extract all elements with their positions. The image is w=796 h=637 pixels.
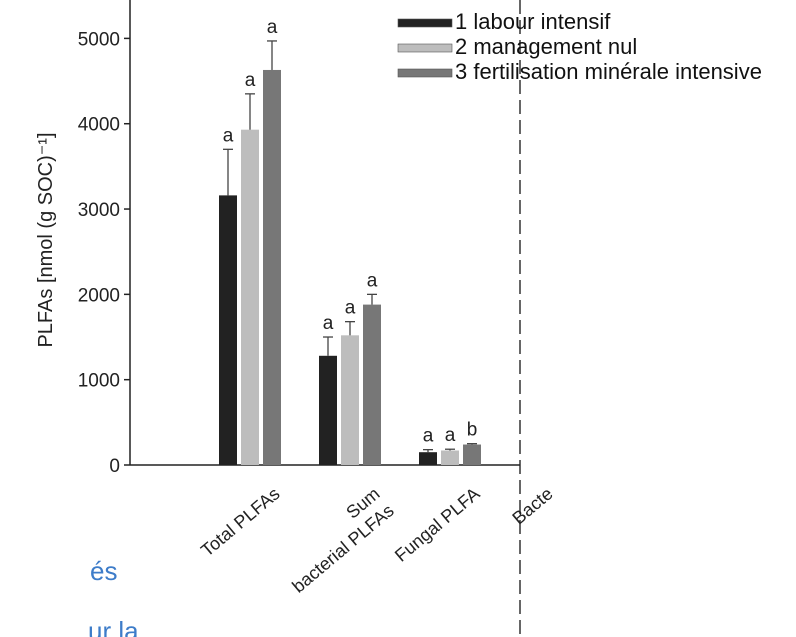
bar — [341, 335, 359, 465]
significance-letter: a — [445, 425, 456, 446]
bar — [441, 450, 459, 465]
legend-label: 2 management nul — [455, 34, 638, 59]
y-tick-label: 3000 — [78, 200, 120, 221]
significance-letter: a — [223, 125, 234, 146]
bar — [419, 452, 437, 465]
bar — [363, 304, 381, 465]
y-tick-label: 5000 — [78, 29, 120, 50]
legend-swatch — [397, 68, 453, 78]
y-tick-label: 2000 — [78, 285, 120, 306]
significance-letter: b — [467, 420, 478, 441]
y-tick-label: 0 — [109, 456, 120, 477]
significance-letter: a — [345, 298, 356, 319]
bar — [463, 444, 481, 465]
x-tick-label-line: Fungal PLFA — [391, 483, 484, 565]
x-tick-label: Total PLFAs — [197, 483, 283, 560]
bar — [319, 355, 337, 465]
bar — [219, 195, 237, 465]
significance-letter: a — [323, 313, 334, 334]
bar — [263, 69, 281, 465]
legend-swatch — [397, 43, 453, 53]
x-tick-label: Fungal PLFA — [391, 483, 484, 565]
background-text: és — [90, 556, 117, 586]
bar — [241, 129, 259, 465]
significance-letter: a — [423, 426, 434, 447]
background-text: ur la — [88, 616, 139, 637]
legend-label: 3 fertilisation minérale intensive — [455, 59, 762, 84]
y-tick-label: 1000 — [78, 371, 120, 392]
clipped-label: Bacte — [508, 483, 556, 528]
significance-letter: a — [267, 17, 278, 38]
significance-letter: a — [245, 70, 256, 91]
x-tick-label-line: Total PLFAs — [197, 483, 283, 560]
legend-swatch — [397, 18, 453, 28]
legend-label: 1 labour intensif — [455, 9, 611, 34]
y-tick-label: 4000 — [78, 115, 120, 136]
y-axis-label: PLFAs [nmol (g SOC)⁻¹] — [35, 132, 57, 347]
significance-letter: a — [367, 270, 378, 291]
x-tick-label-line: bacterial PLFAs — [288, 500, 397, 596]
